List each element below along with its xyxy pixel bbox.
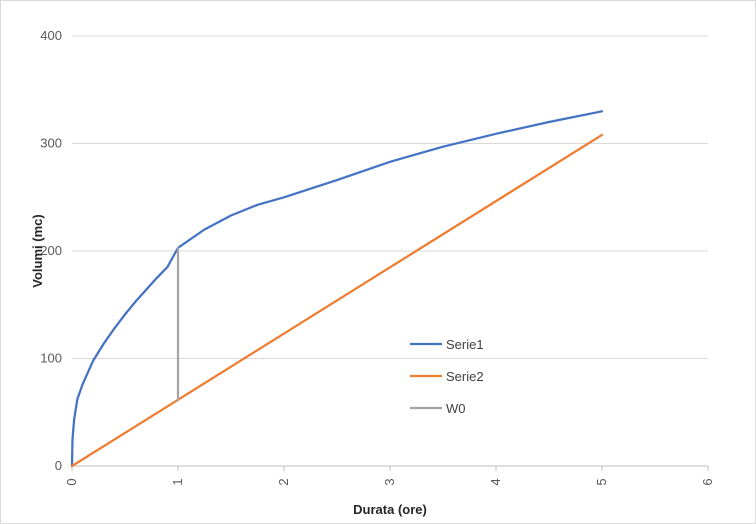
y-axis-ticks: 0 100 200 300 400: [40, 28, 62, 473]
legend: Serie1 Serie2 W0: [410, 337, 484, 416]
series-line-serie2: [70, 133, 604, 468]
x-tick-label: 3: [382, 478, 397, 485]
legend-label-w0: W0: [446, 401, 466, 416]
legend-label-serie2: Serie2: [446, 369, 484, 384]
x-axis: 0 1 2 3 4 5 6: [64, 466, 715, 486]
x-tick-label: 6: [700, 478, 715, 485]
y-axis-title: Volumi (mc): [30, 214, 45, 287]
gridlines: [72, 35, 708, 467]
y-tick-label: 200: [40, 243, 62, 258]
x-tick-label: 2: [276, 478, 291, 485]
y-tick-label: 300: [40, 136, 62, 151]
legend-label-serie1: Serie1: [446, 337, 484, 352]
x-tick-label: 5: [594, 478, 609, 485]
x-tick-label: 4: [488, 478, 503, 485]
x-axis-title: Durata (ore): [353, 502, 427, 517]
series-line-serie1: [70, 110, 604, 468]
y-tick-label: 100: [40, 351, 62, 366]
series-lines: [70, 110, 604, 468]
x-tick-label: 0: [64, 478, 79, 485]
y-tick-label: 0: [55, 458, 62, 473]
x-tick-label: 1: [170, 478, 185, 485]
y-tick-label: 400: [40, 28, 62, 43]
